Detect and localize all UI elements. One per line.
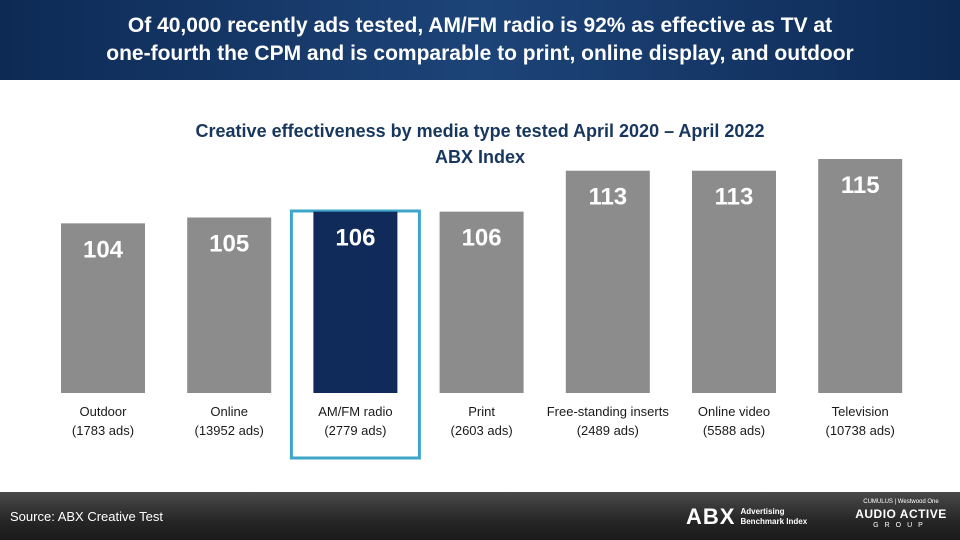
audio-active-group-logo: CUMULUS | Westwood One AUDIO ACTIVE GROU… <box>848 498 954 531</box>
category-sublabel: (5588 ads) <box>703 423 765 438</box>
category-label: Outdoor <box>80 404 128 419</box>
category-label: AM/FM radio <box>318 404 392 419</box>
headline-banner: Of 40,000 recently ads tested, AM/FM rad… <box>0 0 960 80</box>
bar <box>565 170 650 393</box>
abx-logo-mark: ABX <box>686 504 736 529</box>
footer-bar: Source: ABX Creative Test ABX Advertisin… <box>0 492 960 540</box>
aag-logo-main: AUDIO ACTIVE <box>855 507 947 521</box>
bar <box>313 211 398 393</box>
bar-value-label: 106 <box>335 225 375 252</box>
bar-value-label: 104 <box>83 236 124 263</box>
category-sublabel: (2603 ads) <box>451 423 513 438</box>
bar <box>187 217 272 393</box>
chart-title-block: Creative effectiveness by media type tes… <box>0 118 960 170</box>
headline-line-2: one-fourth the CPM and is comparable to … <box>106 42 854 65</box>
bar <box>692 170 776 393</box>
chart-title: Creative effectiveness by media type tes… <box>195 121 765 141</box>
highlight-box <box>289 209 421 460</box>
abx-logo: ABX Advertising Benchmark Index <box>686 502 807 532</box>
aag-logo-top: CUMULUS | Westwood One <box>863 499 939 505</box>
category-label: Online <box>210 404 248 419</box>
bar-value-label: 106 <box>462 225 502 252</box>
category-label: Free-standing inserts <box>547 404 670 419</box>
abx-logo-line-2: Benchmark Index <box>740 517 808 526</box>
bar <box>818 159 903 393</box>
category-label: Online video <box>698 404 770 419</box>
bar-value-label: 105 <box>209 231 249 258</box>
category-sublabel: (2489 ads) <box>577 423 639 438</box>
chart-subtitle: ABX Index <box>434 147 526 167</box>
category-sublabel: (13952 ads) <box>195 423 264 438</box>
source-note: Source: ABX Creative Test <box>10 509 163 524</box>
bar-value-label: 115 <box>841 172 880 199</box>
aag-logo-group: GROUP <box>873 522 929 529</box>
category-label: Television <box>832 404 889 419</box>
category-sublabel: (10738 ads) <box>826 423 895 438</box>
abx-logo-line-1: Advertising <box>740 507 785 516</box>
category-sublabel: (2779 ads) <box>324 423 386 438</box>
bar <box>439 211 524 393</box>
category-sublabel: (1783 ads) <box>72 423 134 438</box>
category-label: Print <box>468 404 495 419</box>
bar-value-label: 113 <box>588 184 627 211</box>
abx-logo-text: Advertising Benchmark Index <box>740 507 807 527</box>
bar <box>61 223 145 393</box>
bar-chart: 104 Outdoor (1783 ads) 105 Online (13952 ads)… <box>61 159 903 460</box>
bar-value-label: 113 <box>715 184 754 211</box>
headline-line-1: Of 40,000 recently ads tested, AM/FM rad… <box>127 14 833 37</box>
